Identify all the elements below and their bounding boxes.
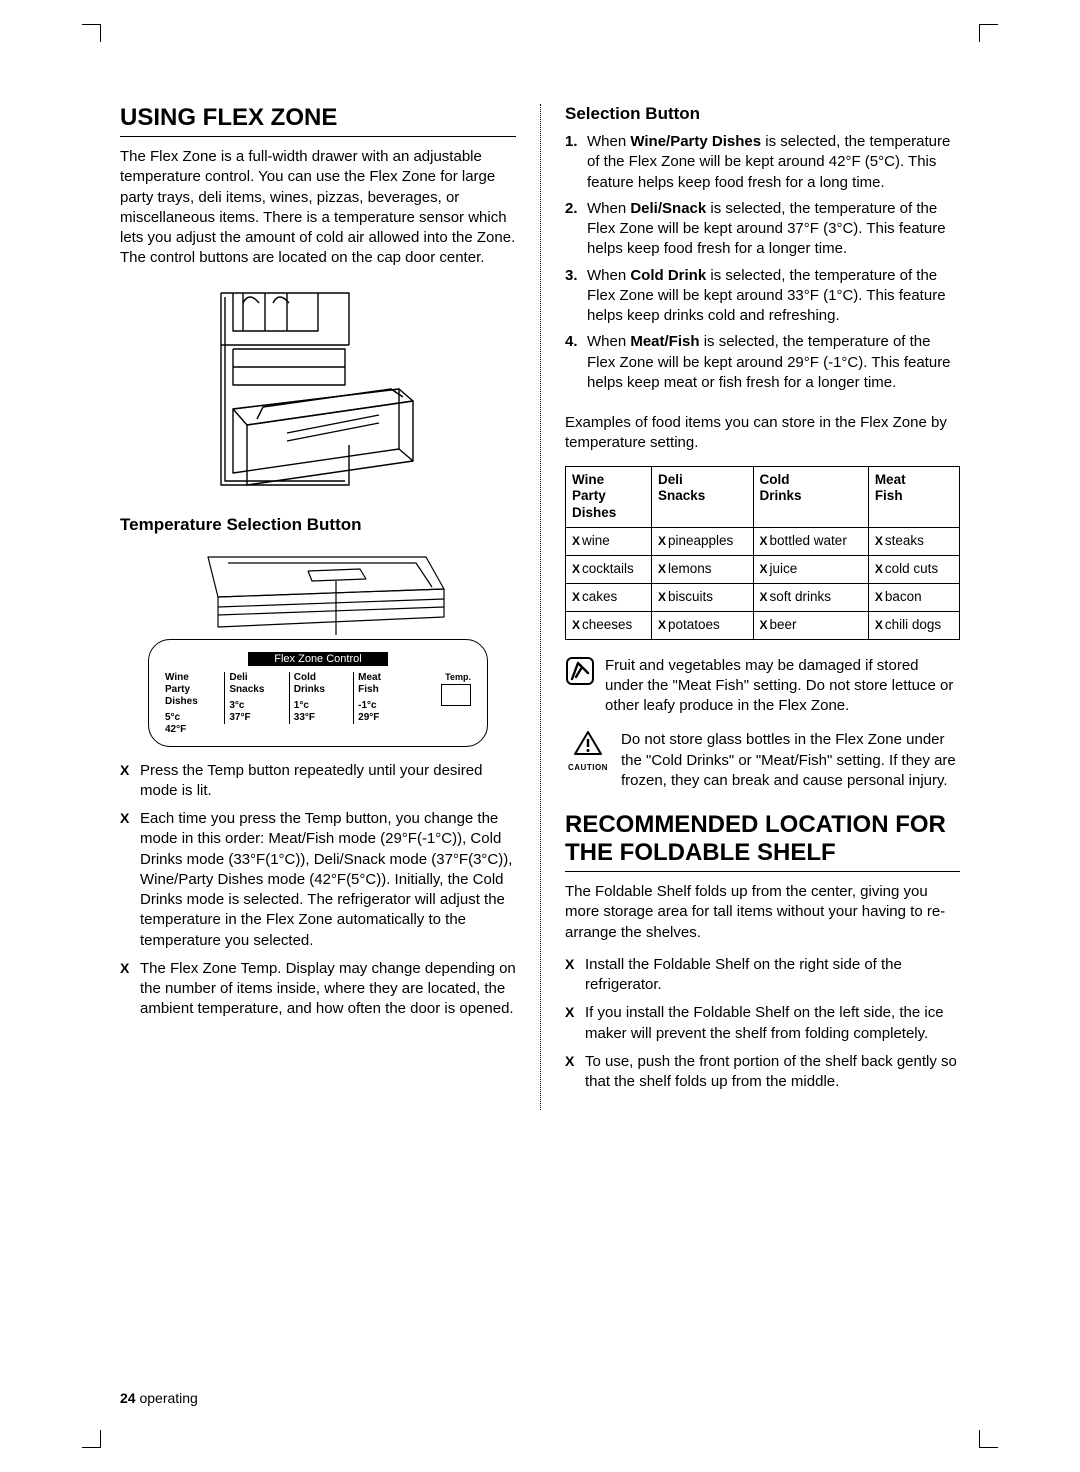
table-intro: Examples of food items you can store in … bbox=[565, 413, 960, 454]
table-header: DeliSnacks bbox=[651, 466, 753, 528]
panel-col-deli: Deli Snacks 3°c37°F bbox=[224, 672, 288, 724]
rule bbox=[120, 136, 516, 137]
caution-block: CAUTION Do not store glass bottles in th… bbox=[565, 730, 960, 791]
heading-temp-selection: Temperature Selection Button bbox=[120, 515, 516, 535]
panel-title: Flex Zone Control bbox=[248, 652, 388, 666]
list-item: When Deli/Snack is selected, the tempera… bbox=[565, 199, 960, 260]
temp-instructions-list: Press the Temp button repeatedly until y… bbox=[120, 761, 516, 1028]
list-item: When Wine/Party Dishes is selected, the … bbox=[565, 132, 960, 193]
note-icon bbox=[565, 656, 595, 717]
list-item: If you install the Foldable Shelf on the… bbox=[565, 1003, 960, 1044]
note-text: Fruit and vegetables may be damaged if s… bbox=[605, 656, 960, 717]
list-item: The Flex Zone Temp. Display may change d… bbox=[120, 959, 516, 1020]
list-item: To use, push the front portion of the sh… bbox=[565, 1052, 960, 1093]
caution-text: Do not store glass bottles in the Flex Z… bbox=[621, 730, 960, 791]
rule bbox=[565, 871, 960, 872]
heading-foldable-shelf: RECOMMENDED LOCATION FOR THE FOLDABLE SH… bbox=[565, 811, 960, 867]
table-row: Xcakes Xbiscuits Xsoft drinks Xbacon bbox=[565, 583, 959, 611]
note-block: Fruit and vegetables may be damaged if s… bbox=[565, 656, 960, 717]
table-row: Xwine Xpineapples Xbottled water Xsteaks bbox=[565, 528, 959, 556]
list-item: When Cold Drink is selected, the tempera… bbox=[565, 266, 960, 327]
table-row: Xcocktails Xlemons Xjuice Xcold cuts bbox=[565, 556, 959, 584]
page-content: USING FLEX ZONE The Flex Zone is a full-… bbox=[120, 104, 960, 1110]
table-row: Xcheeses Xpotatoes Xbeer Xchili dogs bbox=[565, 611, 959, 639]
flex-zone-control-panel: Flex Zone Control Wine Party Dishes 5°c4… bbox=[148, 639, 488, 747]
temp-button[interactable] bbox=[441, 684, 471, 706]
table-header: MeatFish bbox=[868, 466, 959, 528]
heading-flex-zone: USING FLEX ZONE bbox=[120, 104, 516, 132]
left-column: USING FLEX ZONE The Flex Zone is a full-… bbox=[120, 104, 516, 1110]
intro-paragraph: The Flex Zone is a full-width drawer wit… bbox=[120, 147, 516, 269]
panel-col-meat: Meat Fish -1°c29°F bbox=[353, 672, 417, 724]
drawer-figure bbox=[203, 285, 433, 495]
caution-icon: CAUTION bbox=[565, 730, 611, 791]
list-item: Each time you press the Temp button, you… bbox=[120, 809, 516, 951]
panel-col-wine: Wine Party Dishes 5°c42°F bbox=[165, 672, 224, 736]
foldable-intro: The Foldable Shelf folds up from the cen… bbox=[565, 882, 960, 943]
table-header-row: WinePartyDishes DeliSnacks ColdDrinks Me… bbox=[565, 466, 959, 528]
drawer-illustration bbox=[203, 285, 433, 495]
list-item: When Meat/Fish is selected, the temperat… bbox=[565, 332, 960, 393]
table-header: ColdDrinks bbox=[753, 466, 868, 528]
page-footer: 24 operating bbox=[120, 1390, 198, 1406]
list-item: Press the Temp button repeatedly until y… bbox=[120, 761, 516, 802]
control-panel-figure: Flex Zone Control Wine Party Dishes 5°c4… bbox=[148, 549, 488, 747]
selection-list: When Wine/Party Dishes is selected, the … bbox=[565, 132, 960, 399]
drawer-top-illustration bbox=[188, 549, 448, 639]
foldable-instructions-list: Install the Foldable Shelf on the right … bbox=[565, 955, 960, 1101]
panel-temp-button-area: Temp. bbox=[418, 672, 471, 706]
heading-selection-button: Selection Button bbox=[565, 104, 960, 124]
flex-zone-table: WinePartyDishes DeliSnacks ColdDrinks Me… bbox=[565, 466, 960, 640]
list-item: Install the Foldable Shelf on the right … bbox=[565, 955, 960, 996]
table-header: WinePartyDishes bbox=[565, 466, 651, 528]
right-column: Selection Button When Wine/Party Dishes … bbox=[540, 104, 960, 1110]
panel-col-cold: Cold Drinks 1°c33°F bbox=[289, 672, 353, 724]
